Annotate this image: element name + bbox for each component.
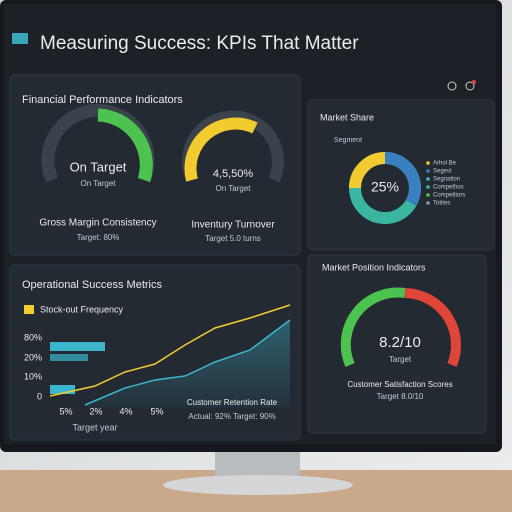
legend-title: Segment [334,137,362,144]
legend-label: Compethos [433,185,464,191]
donut-center: 25% [371,179,399,195]
panel-title: Market Position Indicators [322,262,426,272]
gauge-value: 8.2/10 [379,334,421,351]
stock-icon [24,305,34,314]
y-labels: 80% 20% 10% 0 [24,332,42,401]
bar [50,385,75,394]
metric: Customer Retention Rate [187,398,278,407]
panel-title: Financial Performance Indicators [22,94,183,106]
line [84,319,291,406]
alert-dot [472,80,476,84]
legend-label: Competitors [433,193,465,199]
legend-label: Segest [433,169,452,175]
gauge-arc [184,117,258,182]
logo-icon [12,33,28,44]
bar [50,342,105,351]
gauge-sub: On Target [81,179,117,188]
legend-swatch [426,169,430,173]
market-position-panel [307,254,487,434]
x-label: 5% [150,406,163,416]
x-title: Target year [72,422,117,432]
legend-swatch [426,201,430,205]
y-label: 10% [24,371,42,381]
y-label: 0 [37,391,42,401]
x-label: 5% [59,406,72,416]
x-label: 2% [89,406,102,416]
subtitle: Stock-out Frequency [40,304,124,314]
home-icon[interactable] [447,81,457,91]
legend-label: Totites [433,201,450,207]
market-share-panel [307,99,495,251]
legend-label: Segnation [433,177,460,183]
legend-label: Arhol Be [433,161,457,167]
legend-swatch [426,161,430,165]
panel-title: Operational Success Metrics [22,279,162,291]
gauge-arc [340,287,406,367]
stand-base [163,475,353,495]
gauge-label: Gross Margin Consistency [39,218,156,229]
x-labels: 5% 2% 4% 5% [59,406,163,416]
gauge-status: 4,5,50% [213,168,254,180]
donut-segment [349,152,386,189]
line [49,304,291,397]
gauge-status: On Target [70,159,127,174]
y-label: 20% [24,352,42,362]
bar [50,354,88,361]
gauge-target: Target 8.0/10 [377,392,424,401]
panel-title: Market Share [320,112,374,122]
metric-detail: Actual: 92% Target: 90% [188,412,275,421]
gauge-label: Inventury Turnover [191,220,275,231]
legend-swatch [426,177,430,181]
gauge-target: Target: 80% [77,233,120,242]
gauge-sub: Target [389,355,412,364]
gauge-arc [404,288,461,367]
area [85,320,290,408]
legend-swatch [426,193,430,197]
legend: Arhol Be Segest Segnation Compethos Competit… [426,161,465,207]
y-label: 80% [24,332,42,342]
gauge-label: Customer Satisfaction Scores [347,380,452,389]
gauge-sub: On Target [216,184,252,193]
dashboard-title: Measuring Success: KPIs That Matter [40,33,359,54]
donut-segment [384,152,421,206]
gauge-arc [97,108,153,182]
x-label: 4% [119,406,132,416]
alert-icon[interactable] [465,81,475,91]
gauge-target: Target 5.0 turns [205,234,261,243]
legend-swatch [426,185,430,189]
